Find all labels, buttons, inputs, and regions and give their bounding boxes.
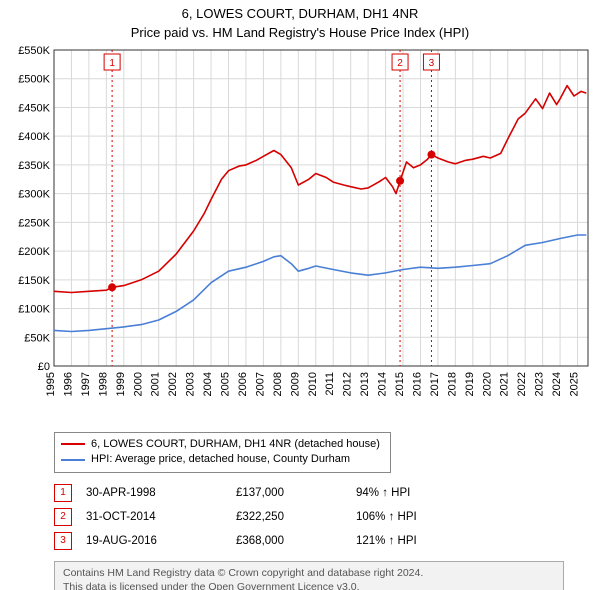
legend: 6, LOWES COURT, DURHAM, DH1 4NR (detache… (54, 432, 391, 473)
svg-text:1: 1 (109, 58, 115, 69)
svg-text:£550K: £550K (18, 46, 50, 57)
legend-item: HPI: Average price, detached house, Coun… (61, 452, 380, 467)
svg-text:2012: 2012 (342, 372, 354, 396)
svg-text:£100K: £100K (18, 303, 50, 315)
svg-text:£350K: £350K (18, 160, 50, 172)
svg-text:2018: 2018 (446, 372, 458, 396)
svg-text:2007: 2007 (254, 372, 266, 396)
svg-text:2015: 2015 (394, 372, 406, 396)
sale-date: 19-AUG-2016 (86, 529, 236, 553)
svg-text:2016: 2016 (411, 372, 423, 396)
svg-text:1996: 1996 (62, 372, 74, 396)
sale-hpi-pct: 106% ↑ HPI (356, 505, 466, 529)
svg-text:2003: 2003 (185, 372, 197, 396)
legend-label: 6, LOWES COURT, DURHAM, DH1 4NR (detache… (91, 437, 380, 452)
sale-date: 30-APR-1998 (86, 481, 236, 505)
svg-text:2021: 2021 (499, 372, 511, 396)
svg-text:2014: 2014 (377, 372, 389, 396)
svg-text:2020: 2020 (481, 372, 493, 396)
svg-text:2008: 2008 (272, 372, 284, 396)
svg-text:1999: 1999 (115, 372, 127, 396)
svg-text:2009: 2009 (289, 372, 301, 396)
svg-text:2024: 2024 (551, 372, 563, 396)
sale-price: £137,000 (236, 481, 356, 505)
svg-text:2019: 2019 (464, 372, 476, 396)
svg-text:2001: 2001 (150, 372, 162, 396)
legend-swatch (61, 459, 85, 461)
svg-text:2005: 2005 (220, 372, 232, 396)
chart-title: 6, LOWES COURT, DURHAM, DH1 4NR (8, 6, 592, 23)
svg-text:1997: 1997 (80, 372, 92, 396)
svg-text:£0: £0 (38, 361, 50, 373)
svg-text:2002: 2002 (167, 372, 179, 396)
attribution-footer: Contains HM Land Registry data © Crown c… (54, 561, 564, 590)
svg-text:£200K: £200K (18, 246, 50, 258)
svg-text:£500K: £500K (18, 74, 50, 86)
svg-text:2023: 2023 (534, 372, 546, 396)
svg-text:£150K: £150K (18, 275, 50, 287)
legend-swatch (61, 443, 85, 445)
svg-text:2025: 2025 (569, 372, 581, 396)
svg-text:2013: 2013 (359, 372, 371, 396)
footer-line2: This data is licensed under the Open Gov… (63, 580, 555, 590)
legend-label: HPI: Average price, detached house, Coun… (91, 452, 350, 467)
sale-row: 3 19-AUG-2016£368,000121% ↑ HPI (54, 529, 466, 553)
svg-text:2000: 2000 (132, 372, 144, 396)
svg-text:£300K: £300K (18, 188, 50, 200)
sale-marker: 3 (54, 532, 72, 550)
sale-row: 2 31-OCT-2014£322,250106% ↑ HPI (54, 505, 466, 529)
svg-text:£400K: £400K (18, 131, 50, 143)
line-chart: £0 £50K £100K £150K £200K £250K £300K £350K £400… (8, 46, 592, 426)
sale-price: £368,000 (236, 529, 356, 553)
legend-item: 6, LOWES COURT, DURHAM, DH1 4NR (detache… (61, 437, 380, 452)
svg-text:£450K: £450K (18, 102, 50, 114)
svg-text:1995: 1995 (45, 372, 57, 396)
chart-subtitle: Price paid vs. HM Land Registry's House … (8, 25, 592, 42)
sale-hpi-pct: 94% ↑ HPI (356, 481, 466, 505)
footer-line1: Contains HM Land Registry data © Crown c… (63, 566, 555, 580)
svg-text:2: 2 (397, 58, 403, 69)
svg-text:2004: 2004 (202, 372, 214, 396)
sale-price: £322,250 (236, 505, 356, 529)
svg-text:2017: 2017 (429, 372, 441, 396)
sale-row: 1 30-APR-1998£137,00094% ↑ HPI (54, 481, 466, 505)
svg-text:2010: 2010 (307, 372, 319, 396)
sale-hpi-pct: 121% ↑ HPI (356, 529, 466, 553)
sale-date: 31-OCT-2014 (86, 505, 236, 529)
svg-text:2011: 2011 (324, 372, 336, 396)
sale-marker: 2 (54, 508, 72, 526)
svg-text:£250K: £250K (18, 217, 50, 229)
svg-text:2022: 2022 (516, 372, 528, 396)
svg-text:1998: 1998 (97, 372, 109, 396)
sales-table: 1 30-APR-1998£137,00094% ↑ HPI 2 31-OCT-201… (54, 481, 466, 553)
svg-text:£50K: £50K (24, 332, 50, 344)
svg-text:3: 3 (429, 58, 435, 69)
svg-text:2006: 2006 (237, 372, 249, 396)
sale-marker: 1 (54, 484, 72, 502)
